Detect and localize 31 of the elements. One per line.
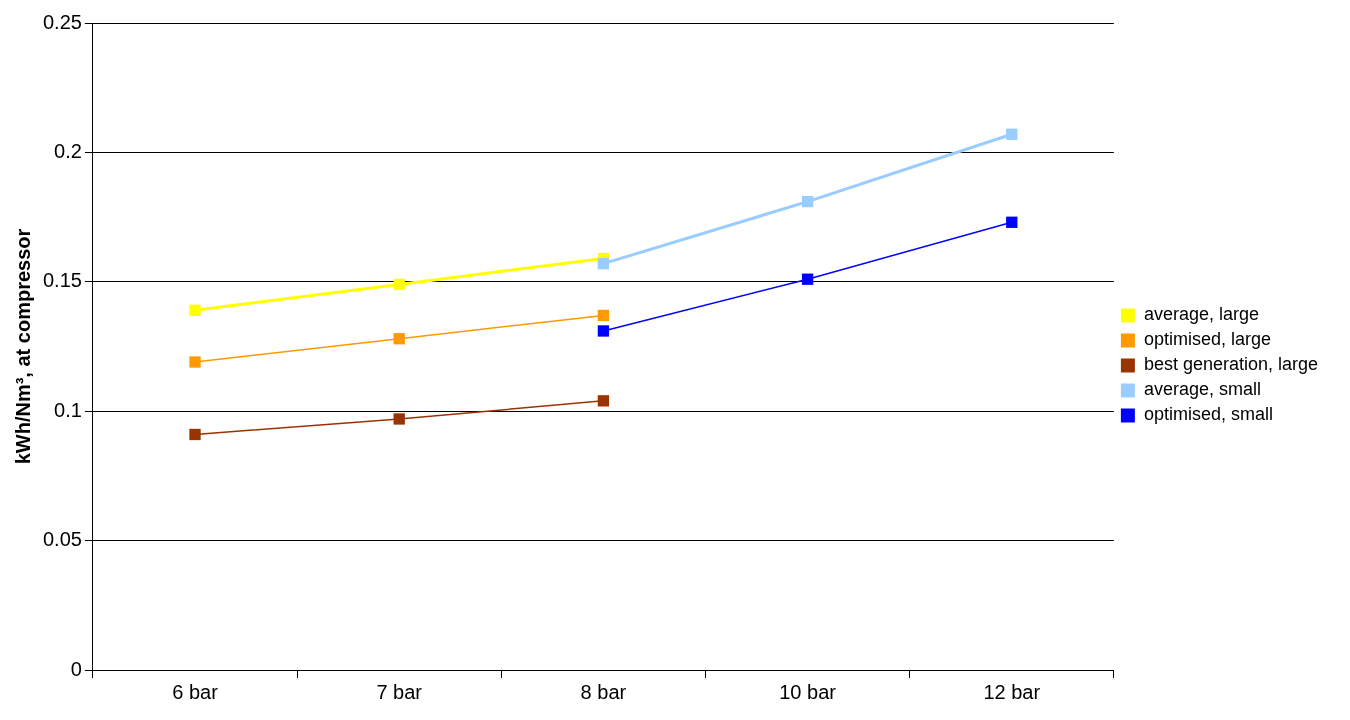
legend-label: average, large bbox=[1143, 304, 1259, 325]
legend-label: best generation, large bbox=[1143, 354, 1318, 375]
x-tick-label: 8 bar bbox=[580, 680, 627, 703]
point bbox=[1006, 216, 1018, 228]
point bbox=[801, 273, 814, 285]
point bbox=[189, 356, 201, 368]
legend-label: optimised, large bbox=[1143, 329, 1271, 350]
point bbox=[393, 278, 405, 291]
point bbox=[1006, 128, 1018, 140]
point bbox=[189, 304, 201, 316]
legend-label: optimised, small bbox=[1143, 404, 1273, 425]
legend-label: average, small bbox=[1143, 379, 1261, 400]
y-tick-label: 0.05 bbox=[42, 528, 82, 551]
y-tick-label: 0.2 bbox=[54, 139, 82, 162]
y-tick-label: 0.15 bbox=[42, 269, 82, 292]
point bbox=[393, 333, 405, 345]
x-tick-label: 6 bar bbox=[172, 680, 219, 703]
point bbox=[801, 195, 814, 208]
point bbox=[597, 258, 610, 270]
y-axis-title: kWh/Nm³, at compressor bbox=[11, 228, 34, 465]
x-tick-label: 7 bar bbox=[376, 680, 423, 703]
point bbox=[597, 325, 610, 337]
point bbox=[393, 413, 405, 425]
point bbox=[597, 395, 610, 407]
y-tick-label: 0.25 bbox=[42, 10, 82, 33]
point bbox=[597, 309, 610, 322]
y-tick-label: 0 bbox=[70, 657, 82, 680]
y-tick-label: 0.1 bbox=[54, 398, 82, 421]
x-tick-label: 12 bar bbox=[983, 680, 1041, 703]
point bbox=[189, 428, 201, 441]
x-tick-label: 10 bar bbox=[779, 680, 837, 703]
